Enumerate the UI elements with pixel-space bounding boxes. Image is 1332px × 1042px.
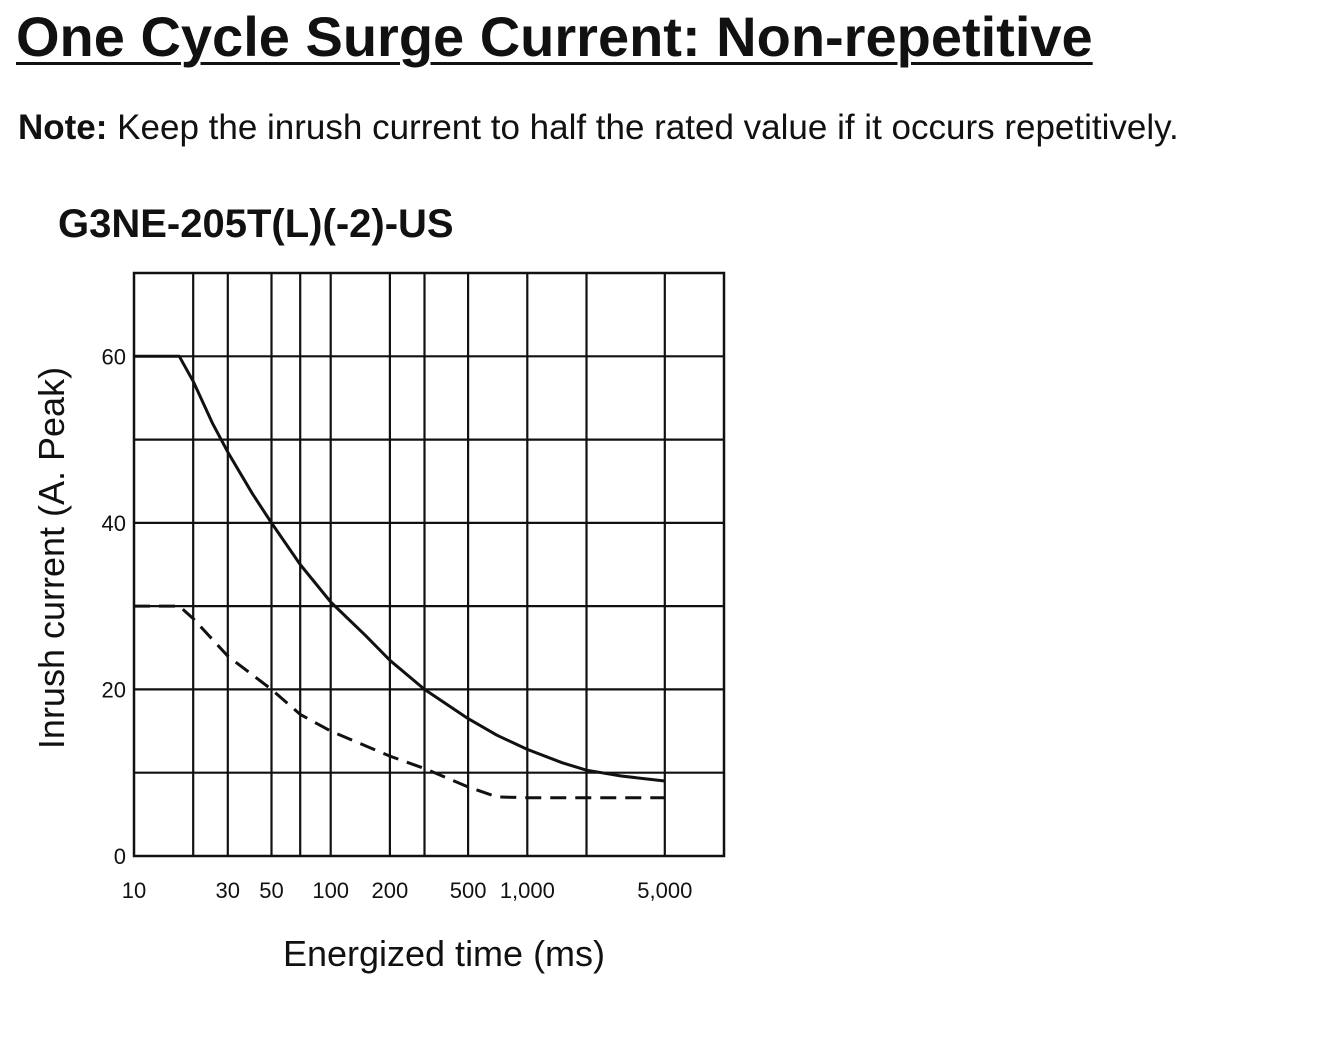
x-tick-label: 200 — [372, 878, 409, 903]
x-tick-label: 500 — [450, 878, 487, 903]
page-title: One Cycle Surge Current: Non-repetitive — [16, 5, 1093, 68]
y-tick-label: 20 — [102, 677, 126, 702]
gridlines — [134, 273, 724, 856]
note-label: Note: — [18, 108, 108, 147]
plot-frame — [132, 271, 726, 858]
x-axis-label: Energized time (ms) — [283, 933, 605, 974]
y-tick-label: 60 — [102, 344, 126, 369]
y-axis-label: Inrush current (A. Peak) — [31, 367, 72, 749]
chart-title: G3NE-205T(L)(-2)-US — [58, 202, 454, 246]
solid-series-line — [134, 354, 665, 783]
x-tick-label: 5,000 — [637, 878, 692, 903]
x-tick-label: 30 — [216, 878, 240, 903]
y-tick-label: 40 — [102, 511, 126, 536]
x-tick-label: 50 — [259, 878, 283, 903]
series-lines — [134, 354, 665, 800]
note: Note: Keep the inrush current to half th… — [18, 106, 1179, 150]
note-text: Keep the inrush current to half the rate… — [117, 108, 1179, 147]
x-tick-label: 1,000 — [500, 878, 555, 903]
x-tick-label: 10 — [122, 878, 146, 903]
tick-labels: 10 30 50 100 200 500 1,000 5,000 0 20 40 60 — [102, 344, 693, 903]
x-tick-label: 100 — [312, 878, 349, 903]
y-tick-label: 0 — [114, 844, 126, 869]
surge-current-chart: G3NE-205T(L)(-2)-US 10 30 50 100 200 500 1,000… — [31, 202, 726, 974]
